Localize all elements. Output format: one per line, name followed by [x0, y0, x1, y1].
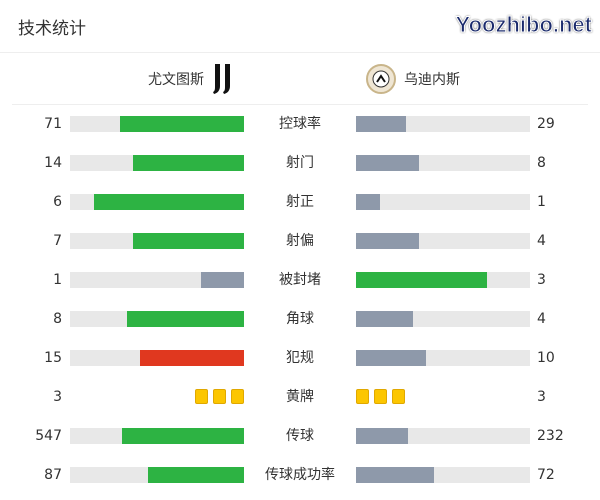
- away-bar-fill: [356, 467, 435, 483]
- home-cards: [195, 389, 244, 404]
- away-bar-fill: [356, 428, 409, 444]
- stat-label: 射正: [286, 194, 314, 210]
- home-value: 6: [53, 194, 62, 210]
- stat-row: 547 传球 232: [0, 427, 600, 445]
- stat-label: 被封堵: [279, 272, 321, 288]
- yellow-card-icon: [231, 389, 244, 404]
- yellow-card-icon: [195, 389, 208, 404]
- stat-label: 射门: [286, 155, 314, 171]
- away-bar: [356, 233, 530, 249]
- juventus-logo-icon: [213, 64, 230, 94]
- stat-row: 7 射偏 4: [0, 232, 600, 250]
- away-value: 8: [537, 155, 546, 171]
- away-value: 4: [537, 233, 546, 249]
- away-bar-fill: [356, 233, 419, 249]
- away-bar-fill: [356, 311, 414, 327]
- stat-label: 射偏: [286, 233, 314, 249]
- home-value: 8: [53, 311, 62, 327]
- away-bar-fill: [356, 194, 381, 210]
- home-bar-fill: [132, 233, 244, 249]
- away-bar: [356, 272, 530, 288]
- home-bar-fill: [139, 350, 244, 366]
- away-bar-fill: [356, 155, 419, 171]
- home-bar-fill: [94, 194, 244, 210]
- away-bar-fill: [356, 272, 487, 288]
- stat-row: 3 黄牌 3: [0, 388, 600, 406]
- away-value: 3: [537, 389, 546, 405]
- away-value: 232: [537, 428, 564, 444]
- away-value: 10: [537, 350, 555, 366]
- away-value: 3: [537, 272, 546, 288]
- away-value: 1: [537, 194, 546, 210]
- home-bar: [70, 194, 244, 210]
- home-bar-fill: [200, 272, 244, 288]
- home-team: 尤文图斯: [148, 62, 234, 96]
- home-bar-fill: [127, 311, 244, 327]
- home-bar-fill: [122, 428, 244, 444]
- home-value: 7: [53, 233, 62, 249]
- home-bar: [70, 350, 244, 366]
- away-bar: [356, 155, 530, 171]
- stat-label: 犯规: [286, 350, 314, 366]
- stat-label: 黄牌: [286, 389, 314, 405]
- divider: [12, 104, 588, 105]
- home-bar: [70, 428, 244, 444]
- home-bar: [70, 116, 244, 132]
- stat-label: 传球: [286, 428, 314, 444]
- home-value: 547: [35, 428, 62, 444]
- home-value: 71: [44, 116, 62, 132]
- away-bar: [356, 311, 530, 327]
- yellow-card-icon: [213, 389, 226, 404]
- home-bar: [70, 467, 244, 483]
- home-bar-fill: [132, 155, 244, 171]
- stat-label: 传球成功率: [265, 467, 335, 483]
- home-value: 1: [53, 272, 62, 288]
- home-value: 15: [44, 350, 62, 366]
- away-bar: [356, 116, 530, 132]
- home-bar: [70, 155, 244, 171]
- home-team-name: 尤文图斯: [148, 72, 204, 88]
- away-bar-fill: [356, 350, 426, 366]
- stat-row: 71 控球率 29: [0, 115, 600, 133]
- home-value: 14: [44, 155, 62, 171]
- away-bar: [356, 428, 530, 444]
- stat-row: 87 传球成功率 72: [0, 466, 600, 484]
- home-value: 87: [44, 467, 62, 483]
- away-cards: [356, 389, 405, 404]
- home-bar-fill: [148, 467, 244, 483]
- stat-row: 15 犯规 10: [0, 349, 600, 367]
- stat-row: 8 角球 4: [0, 310, 600, 328]
- udinese-logo-icon: [366, 64, 396, 94]
- stat-row: 6 射正 1: [0, 193, 600, 211]
- away-bar-fill: [356, 116, 407, 132]
- yellow-card-icon: [392, 389, 405, 404]
- stat-label: 控球率: [279, 116, 321, 132]
- away-bar: [356, 194, 530, 210]
- divider: [0, 52, 600, 53]
- yellow-card-icon: [374, 389, 387, 404]
- away-team: 乌迪内斯: [366, 62, 460, 96]
- away-bar: [356, 467, 530, 483]
- section-title: 技术统计: [18, 19, 86, 39]
- away-team-name: 乌迪内斯: [404, 72, 460, 88]
- stat-label: 角球: [286, 311, 314, 327]
- stat-row: 14 射门 8: [0, 154, 600, 172]
- home-bar-fill: [120, 116, 244, 132]
- stat-row: 1 被封堵 3: [0, 271, 600, 289]
- home-bar: [70, 233, 244, 249]
- yellow-card-icon: [356, 389, 369, 404]
- home-bar: [70, 272, 244, 288]
- home-value: 3: [53, 389, 62, 405]
- away-value: 29: [537, 116, 555, 132]
- away-bar: [356, 350, 530, 366]
- home-bar: [70, 311, 244, 327]
- away-value: 72: [537, 467, 555, 483]
- away-value: 4: [537, 311, 546, 327]
- watermark: Yoozhibo.net: [455, 12, 592, 38]
